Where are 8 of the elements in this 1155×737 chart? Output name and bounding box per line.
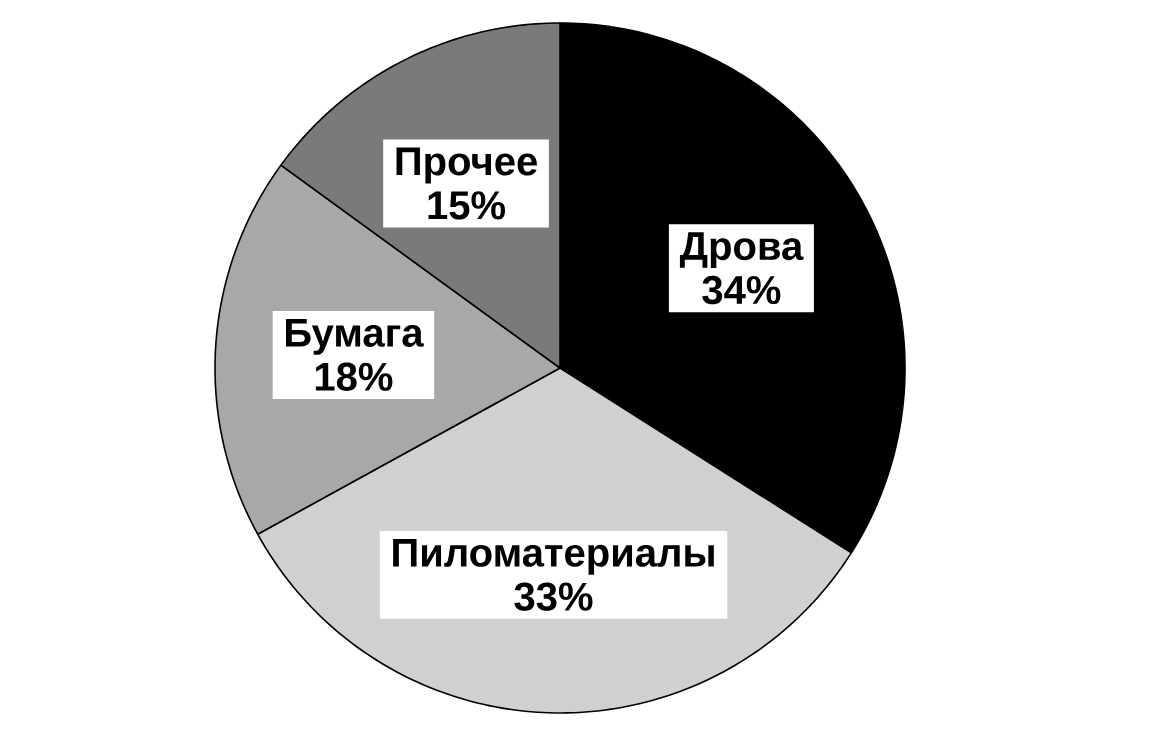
data-label: 34% bbox=[702, 275, 781, 305]
data-label: 33% bbox=[514, 582, 593, 611]
slice-label: Бумага bbox=[286, 319, 424, 355]
slice-label: Дрова bbox=[679, 232, 804, 269]
data-label: 18% bbox=[315, 362, 393, 391]
data-label: 15% bbox=[428, 191, 506, 220]
slice-label: Пиломатериалы bbox=[393, 538, 714, 575]
slice-label: Прочее bbox=[396, 147, 537, 184]
